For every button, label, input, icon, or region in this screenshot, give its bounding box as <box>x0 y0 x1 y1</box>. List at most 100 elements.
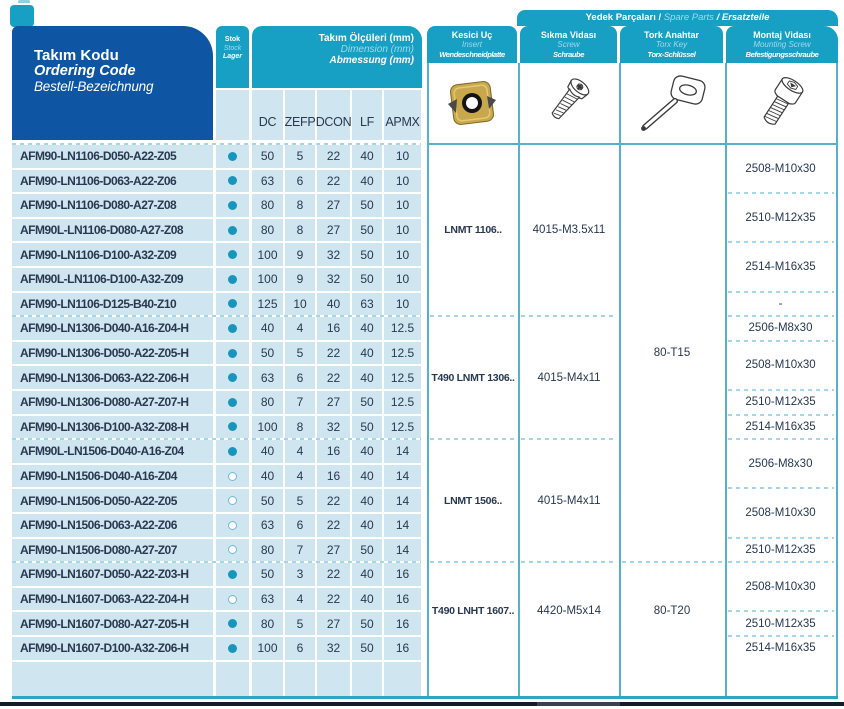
ordering-code-cell: AFM90-LN1106-D125-B40-Z10 <box>20 296 177 311</box>
zefp-cell: 4 <box>296 321 304 336</box>
group-separator <box>12 143 421 145</box>
row-separator <box>285 290 315 293</box>
ordering-code-cell: AFM90-LN1306-D080-A27-Z07-H <box>20 395 189 410</box>
row-separator <box>317 339 350 342</box>
group-separator <box>727 610 834 613</box>
spare-parts-sep1: / <box>655 12 664 23</box>
dc-cell: 50 <box>260 493 275 508</box>
row-separator <box>352 462 382 465</box>
apmx-cell: 14 <box>395 444 410 459</box>
stock-filled-dot <box>228 397 237 407</box>
row-separator <box>252 462 283 465</box>
apmx-cell: 12.5 <box>390 346 415 361</box>
row-separator <box>216 635 249 637</box>
dcon-cell: 32 <box>326 247 341 262</box>
stock-filled-dot <box>228 250 237 260</box>
ordering-code-cell: AFM90L-LN1106-D080-A27-Z08 <box>20 223 184 238</box>
torx-key-code-cell: 80-T20 <box>653 605 691 618</box>
stock-label-tr: Stok <box>224 36 241 43</box>
row-separator <box>352 364 382 367</box>
stock-indicator-cell <box>216 612 249 635</box>
row-separator <box>317 659 350 662</box>
lf-cell: 40 <box>360 567 374 582</box>
row-separator <box>352 290 382 293</box>
stock-filled-dot <box>228 373 237 383</box>
row-separator <box>384 192 421 195</box>
row-separator <box>12 364 213 367</box>
dcon-cell: 32 <box>326 419 341 434</box>
row-separator <box>285 487 315 490</box>
row-separator <box>352 216 382 219</box>
lf-cell: 40 <box>360 518 374 533</box>
dc-cell: 40 <box>260 469 275 484</box>
clamping-screw-code-cell: 4015-M3.5x11 <box>532 224 606 237</box>
stock-filled-dot <box>228 348 237 358</box>
ordering-code-cell: AFM90-LN1607-D050-A22-Z03-H <box>20 567 189 582</box>
dimensions-label-de: Abmessung (mm) <box>329 55 414 66</box>
row-separator <box>352 389 382 391</box>
row-separator <box>317 635 350 637</box>
dim-header-dc: DC <box>252 90 283 140</box>
torx-key-drawing <box>634 72 708 134</box>
mounting-screw-code-cell: 2508-M10x30 <box>745 359 816 372</box>
row-separator <box>352 512 382 514</box>
stock-open-dot <box>228 520 237 530</box>
clamping-screw-svg <box>551 78 590 120</box>
group-separator <box>430 561 516 564</box>
clamping-screw-code-cell: 4420-M5x14 <box>537 605 601 618</box>
spare-parts-en: Spare Parts <box>663 12 714 23</box>
row-separator <box>252 266 283 268</box>
row-separator <box>352 339 382 342</box>
apmx-cell: 16 <box>395 592 410 607</box>
stock-indicator-cell <box>216 440 249 463</box>
stock-filled-dot <box>228 274 237 284</box>
stock-indicator-cell <box>216 539 249 562</box>
apmx-cell: 12.5 <box>390 370 415 385</box>
zefp-cell: 9 <box>296 272 304 287</box>
row-separator <box>12 339 213 342</box>
row-separator <box>252 364 283 367</box>
clamping-screw-code-cell: 4015-M4x11 <box>537 371 601 384</box>
dc-cell: 100 <box>257 641 278 656</box>
row-separator <box>352 241 382 244</box>
row-separator <box>216 536 249 539</box>
lf-cell: 50 <box>360 419 374 434</box>
dcon-cell: 16 <box>326 321 341 336</box>
ordering-code-title-tr: Takım Kodu <box>34 47 119 64</box>
row-separator <box>252 216 283 219</box>
row-separator <box>252 339 283 342</box>
ordering-code-title-de: Bestell-Bezeichnung <box>34 79 154 94</box>
stock-filled-dot <box>228 422 237 432</box>
dc-cell: 50 <box>260 567 275 582</box>
row-separator <box>12 462 213 465</box>
row-separator <box>216 389 249 391</box>
mounting-label-en: Mounting Screw <box>753 40 811 49</box>
dcon-cell: 27 <box>326 223 341 238</box>
row-separator <box>352 413 382 416</box>
dc-cell: 50 <box>260 346 275 361</box>
ordering-code-cell: AFM90L-LN1106-D100-A32-Z09 <box>20 272 184 287</box>
stock-indicator-cell <box>216 317 249 340</box>
row-separator <box>285 585 315 588</box>
group-separator <box>727 561 834 564</box>
dim-header-dcon: DCON <box>316 90 352 140</box>
row-separator <box>384 610 421 613</box>
dcon-cell: 22 <box>326 592 341 607</box>
row-separator <box>317 266 350 268</box>
spare-parts-de: Ersatzteile <box>721 12 770 23</box>
torx-key-code-cell: 80-T15 <box>653 347 691 360</box>
row-separator <box>352 635 382 637</box>
grid-hline <box>427 143 838 145</box>
apmx-cell: 16 <box>395 616 410 631</box>
stock-label-en: Stock <box>223 44 242 52</box>
apmx-cell: 12.5 <box>390 419 415 434</box>
zefp-cell: 5 <box>296 149 304 164</box>
ordering-code-cell: AFM90-LN1106-D063-A22-Z06 <box>20 173 177 188</box>
clamping-screw-code-cell: 4015-M4x11 <box>537 494 601 507</box>
zefp-cell: 3 <box>296 567 304 582</box>
zefp-body-column: 5 6 8 8 9 9 10 4 5 6 7 8 4 4 5 6 7 3 4 5 6 <box>285 145 315 696</box>
dim-header-zefp: ZEFP <box>285 90 316 140</box>
lf-cell: 40 <box>360 370 374 385</box>
row-separator <box>285 266 315 268</box>
stock-filled-dot <box>228 151 237 161</box>
